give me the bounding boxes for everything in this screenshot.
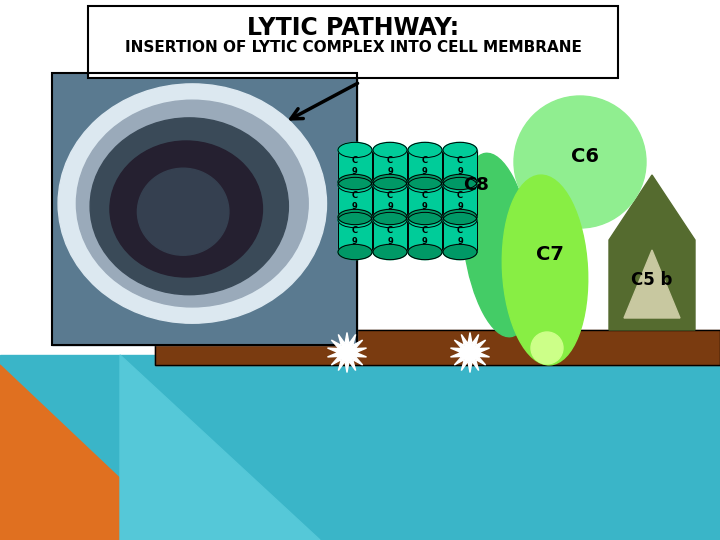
Bar (0, 355, 720, 540)
Bar (373, 185, 407, 217)
Ellipse shape (338, 212, 372, 228)
Text: C
9: C 9 (352, 191, 358, 211)
Bar (155, 330, 720, 365)
Text: C8: C8 (463, 176, 489, 194)
Bar (373, 150, 407, 182)
Bar (443, 150, 477, 182)
Circle shape (514, 96, 646, 228)
Ellipse shape (373, 210, 407, 225)
Ellipse shape (373, 174, 407, 190)
Ellipse shape (408, 177, 442, 193)
Bar (88, 6, 618, 78)
Ellipse shape (110, 141, 263, 277)
Text: LYTIC PATHWAY:: LYTIC PATHWAY: (247, 16, 459, 40)
Ellipse shape (58, 84, 326, 323)
Ellipse shape (443, 143, 477, 158)
Bar (338, 185, 372, 217)
Ellipse shape (462, 153, 534, 337)
Text: C
9: C 9 (457, 226, 463, 246)
Ellipse shape (373, 143, 407, 158)
Bar (408, 185, 442, 217)
Ellipse shape (373, 244, 407, 260)
Bar (52, 73, 357, 345)
Bar (338, 220, 372, 252)
Ellipse shape (443, 174, 477, 190)
Text: C
9: C 9 (457, 191, 463, 211)
Polygon shape (328, 333, 366, 373)
Text: C
9: C 9 (387, 191, 393, 211)
Text: C5 b: C5 b (631, 271, 672, 289)
Ellipse shape (138, 168, 229, 255)
Bar (338, 185, 372, 217)
Bar (443, 220, 477, 252)
Text: C
9: C 9 (352, 156, 358, 176)
Ellipse shape (373, 177, 407, 193)
Bar (373, 150, 407, 182)
Circle shape (531, 332, 563, 364)
Bar (373, 185, 407, 217)
Ellipse shape (408, 174, 442, 190)
Bar (408, 150, 442, 182)
Ellipse shape (338, 210, 372, 225)
Bar (408, 150, 442, 182)
Text: C7: C7 (536, 246, 564, 265)
Ellipse shape (338, 244, 372, 260)
Text: C
9: C 9 (387, 226, 393, 246)
Ellipse shape (503, 175, 588, 365)
Polygon shape (609, 175, 695, 330)
Text: C
9: C 9 (352, 226, 358, 246)
Ellipse shape (443, 212, 477, 228)
Bar (373, 220, 407, 252)
Bar (155, 330, 720, 365)
Bar (443, 185, 477, 217)
Bar (338, 220, 372, 252)
Bar (408, 220, 442, 252)
Bar (338, 150, 372, 182)
Ellipse shape (443, 244, 477, 260)
Ellipse shape (408, 212, 442, 228)
Text: INSERTION OF LYTIC COMPLEX INTO CELL MEMBRANE: INSERTION OF LYTIC COMPLEX INTO CELL MEM… (125, 40, 582, 56)
Polygon shape (120, 355, 320, 540)
Bar (443, 150, 477, 182)
Ellipse shape (408, 143, 442, 158)
Bar (408, 220, 442, 252)
Polygon shape (624, 250, 680, 318)
Ellipse shape (76, 100, 308, 307)
Bar (443, 185, 477, 217)
Ellipse shape (408, 210, 442, 225)
Ellipse shape (338, 177, 372, 193)
Polygon shape (0, 365, 185, 540)
Ellipse shape (443, 177, 477, 193)
Bar (408, 185, 442, 217)
Text: C
9: C 9 (422, 156, 428, 176)
Text: C
9: C 9 (387, 156, 393, 176)
Text: C
9: C 9 (422, 226, 428, 246)
Ellipse shape (408, 244, 442, 260)
Text: C
9: C 9 (422, 191, 428, 211)
Bar (443, 220, 477, 252)
Ellipse shape (443, 210, 477, 225)
Ellipse shape (90, 118, 289, 295)
Text: C
9: C 9 (457, 156, 463, 176)
Ellipse shape (373, 212, 407, 228)
Bar (52, 73, 357, 345)
Ellipse shape (338, 143, 372, 158)
Polygon shape (451, 333, 490, 373)
Text: C6: C6 (571, 147, 599, 166)
Ellipse shape (338, 174, 372, 190)
Bar (338, 150, 372, 182)
Bar (373, 220, 407, 252)
